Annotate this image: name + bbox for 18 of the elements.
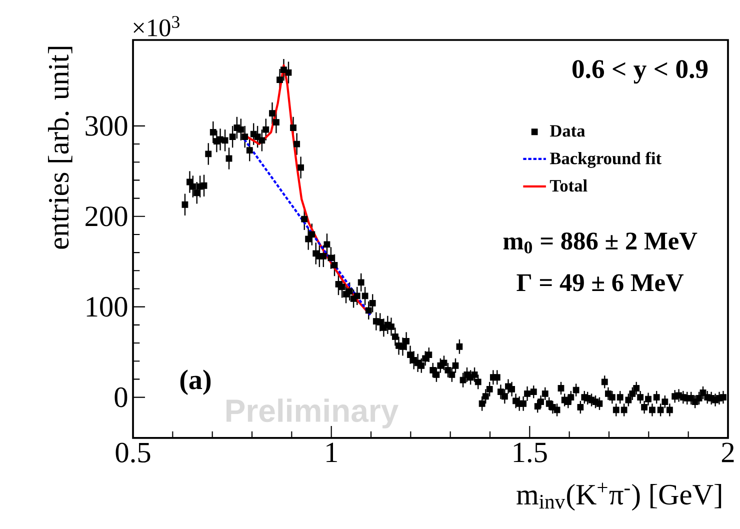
y-tick-label: 100 xyxy=(86,296,128,317)
legend-label: Data xyxy=(550,125,586,137)
y-tick-label: 200 xyxy=(86,206,128,226)
y-tick-label: 300 xyxy=(86,116,128,136)
y-tick-label: 0 xyxy=(114,387,128,408)
x-axis-title: m$_{inv}$(K$^{+}$π$^{-}$) [GeV] xyxy=(516,482,722,511)
x-tick-label: 0.5 xyxy=(116,442,150,463)
annotation: Γ = 49 ± 6 MeV xyxy=(516,274,684,292)
annotation: m$_{0}$ = 886 ± 2 MeV xyxy=(503,232,698,254)
x-tick-label: 1 xyxy=(326,442,337,462)
x-tick-label: 1.5 xyxy=(514,442,547,462)
legend-label: Total xyxy=(550,179,588,192)
text: ×10$^{3}$ xyxy=(134,16,180,36)
legend-label: Background fit xyxy=(550,152,662,168)
annotation: 0.6 < y < 0.9 xyxy=(572,60,708,84)
x-tick-label: 2 xyxy=(722,442,734,462)
y-axis-title: entries [arb. unit] xyxy=(48,46,72,249)
annotation: (a) xyxy=(180,370,211,395)
